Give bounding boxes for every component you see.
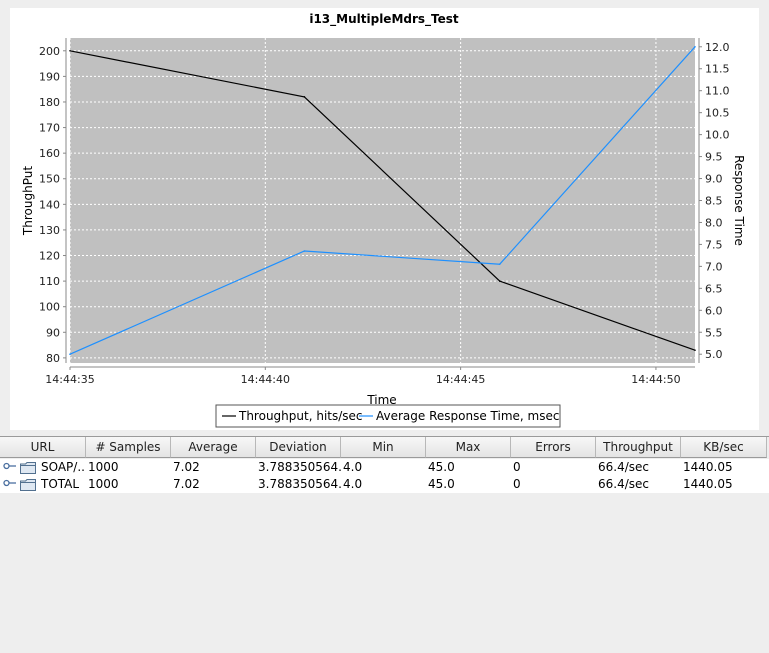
data-point: [694, 45, 696, 48]
y-tick-label: 190: [39, 70, 60, 83]
cell-average: 7.02: [173, 477, 200, 491]
y2-tick-label: 7.0: [705, 260, 723, 273]
cell-deviation: 3.788350564...: [258, 460, 341, 474]
column-header-errors[interactable]: Errors: [511, 437, 596, 458]
throughput-chart: 80 90 100 110 120 130 140 150 160 170 180 190 200 5.0…: [21, 12, 746, 428]
cell-kbsec: 1440.05: [683, 460, 733, 474]
y-tick-label: 100: [39, 301, 60, 314]
table-body: SOAP/... 1000 7.02 3.788350564... 4.0 45…: [0, 459, 769, 493]
y-tick-label: 180: [39, 96, 60, 109]
column-header-deviation[interactable]: Deviation: [256, 437, 341, 458]
data-point: [498, 263, 501, 265]
y2-tick-label: 6.5: [705, 282, 723, 295]
expand-handle-icon[interactable]: [3, 462, 17, 472]
chart-title: i13_MultipleMdrs_Test: [309, 12, 459, 27]
y2-tick-label: 6.0: [705, 304, 723, 317]
column-header-min[interactable]: Min: [341, 437, 426, 458]
cell-errors: 0: [513, 477, 521, 491]
y-tick-label: 110: [39, 275, 60, 288]
cell-max: 45.0: [428, 477, 455, 491]
y2-tick-label: 12.0: [705, 41, 730, 54]
cell-min: 4.0: [343, 460, 363, 474]
cell-url: TOTAL: [41, 477, 80, 491]
data-point: [498, 280, 501, 282]
y-tick-label: 150: [39, 173, 60, 186]
y2-axis-label: Response Time: [732, 155, 746, 246]
cell-samples: 1000: [88, 477, 119, 491]
y2-tick-label: 11.0: [705, 85, 730, 98]
y2-tick-label: 11.5: [705, 63, 730, 76]
column-header-url[interactable]: URL: [0, 437, 86, 458]
y-tick-label: 80: [46, 352, 60, 365]
table-row[interactable]: TOTAL 1000 7.02 3.788350564... 4.0 45.0 …: [0, 476, 769, 493]
y2-tick-label: 9.5: [705, 151, 723, 164]
y2-tick-label: 5.5: [705, 326, 723, 339]
y-tick-label: 90: [46, 326, 60, 339]
data-point: [69, 353, 71, 356]
cell-min: 4.0: [343, 477, 363, 491]
y2-tick-label: 5.0: [705, 348, 723, 361]
data-point: [69, 49, 71, 52]
x-tick-label: 14:44:35: [45, 373, 94, 386]
column-header-average[interactable]: Average: [171, 437, 256, 458]
series-line-response-time: [69, 46, 696, 355]
cell-throughput: 66.4/sec: [598, 460, 649, 474]
y2-tick-label: 10.0: [705, 129, 730, 142]
cell-average: 7.02: [173, 460, 200, 474]
column-header-samples[interactable]: # Samples: [86, 437, 171, 458]
y-axis-label: ThroughPut: [21, 166, 35, 236]
legend-label: Average Response Time, msec: [376, 409, 559, 423]
column-header-throughput[interactable]: Throughput: [596, 437, 681, 458]
series-line-throughput: [69, 50, 696, 351]
y-tick-label: 130: [39, 224, 60, 237]
table-row[interactable]: SOAP/... 1000 7.02 3.788350564... 4.0 45…: [0, 459, 769, 476]
y-tick-label: 200: [39, 45, 60, 58]
y2-tick-label: 7.5: [705, 238, 723, 251]
column-header-max[interactable]: Max: [426, 437, 511, 458]
cell-kbsec: 1440.05: [683, 477, 733, 491]
y-tick-label: 170: [39, 122, 60, 135]
y-tick-label: 160: [39, 147, 60, 160]
cell-errors: 0: [513, 460, 521, 474]
data-point: [694, 349, 696, 352]
y-tick-label: 140: [39, 198, 60, 211]
folder-icon: [20, 462, 36, 474]
cell-max: 45.0: [428, 460, 455, 474]
data-point: [303, 250, 306, 252]
cell-samples: 1000: [88, 460, 119, 474]
x-tick-label: 14:44:45: [436, 373, 485, 386]
y2-tick-label: 8.5: [705, 195, 723, 208]
y2-tick-label: 10.5: [705, 107, 730, 120]
results-table: URL # Samples Average Deviation Min Max …: [0, 436, 769, 653]
folder-icon: [20, 479, 36, 491]
expand-handle-icon[interactable]: [3, 479, 17, 489]
y2-tick-label: 9.0: [705, 173, 723, 186]
x-tick-label: 14:44:50: [631, 373, 680, 386]
y2-tick-label: 8.0: [705, 216, 723, 229]
legend-label: Throughput, hits/sec: [238, 409, 363, 423]
legend: [215, 404, 561, 428]
cell-url: SOAP/...: [41, 460, 86, 474]
chart-panel: 80 90 100 110 120 130 140 150 160 170 180 190 200 5.0…: [10, 8, 759, 430]
cell-throughput: 66.4/sec: [598, 477, 649, 491]
table-header: URL # Samples Average Deviation Min Max …: [0, 437, 769, 459]
cell-deviation: 3.788350564...: [258, 477, 341, 491]
plot-area: [70, 38, 695, 363]
y-tick-label: 120: [39, 250, 60, 263]
data-point: [303, 96, 306, 98]
x-tick-label: 14:44:40: [241, 373, 290, 386]
column-header-kbsec[interactable]: KB/sec: [681, 437, 767, 458]
x-axis-label: Time: [366, 393, 396, 407]
